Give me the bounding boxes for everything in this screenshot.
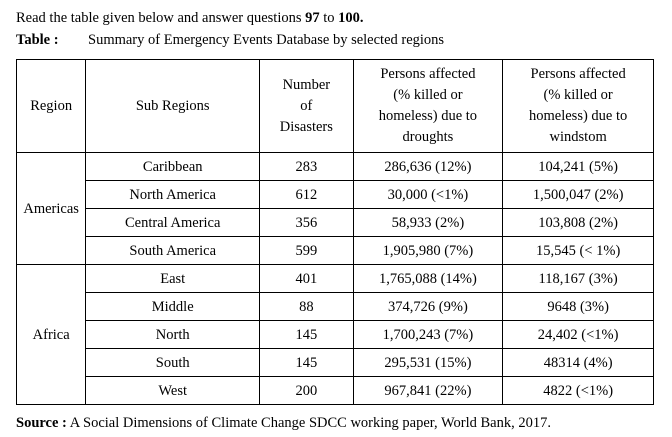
windstorm-cell: 24,402 (<1%)	[502, 320, 654, 349]
intro-to: to	[323, 10, 335, 26]
sub-region-cell: South	[85, 348, 261, 377]
windstorm-cell: 9648 (3%)	[502, 292, 654, 321]
header-number-line-3: Disasters	[279, 118, 333, 135]
source-text: A Social Dimensions of Climate Change SD…	[69, 415, 551, 431]
droughts-cell: 30,000 (<1%)	[352, 180, 504, 209]
source-note: Source : A Social Dimensions of Climate …	[16, 413, 551, 433]
windstorm-cell: 4822 (<1%)	[502, 376, 654, 405]
intro-text: Read the table given below and answer qu…	[16, 8, 364, 28]
sub-region-cell: West	[85, 376, 261, 405]
header-number-line-1: Number	[282, 76, 331, 93]
intro-question-from: 97	[305, 10, 320, 26]
table-row: Americas Caribbean 283 286,636 (12%) 104…	[15, 152, 654, 265]
droughts-cell: 967,841 (22%)	[352, 376, 504, 405]
table-caption: Table : Summary of Emergency Events Datab…	[16, 30, 444, 50]
droughts-cell: 1,905,980 (7%)	[352, 236, 504, 265]
disasters-cell: 145	[259, 320, 354, 349]
header-windstorm-line-2: (% killed or	[543, 87, 613, 103]
header-windstorm-line-1: Persons affected	[530, 66, 626, 82]
windstorm-cell: 1,500,047 (2%)	[502, 180, 654, 209]
header-persons-affected-windstorm: Persons affected (% killed or homeless) …	[502, 59, 654, 153]
disasters-cell: 88	[259, 292, 354, 321]
disasters-cell: 283	[259, 152, 354, 181]
disasters-cell: 401	[259, 264, 354, 293]
droughts-cell: 286,636 (12%)	[352, 152, 504, 181]
windstorm-cell: 48314 (4%)	[502, 348, 654, 377]
sub-region-cell: Middle	[85, 292, 261, 321]
disasters-cell: 356	[259, 208, 354, 237]
droughts-cell: 295,531 (15%)	[352, 348, 504, 377]
disasters-cell: 145	[259, 348, 354, 377]
header-droughts-line-1: Persons affected	[380, 66, 476, 82]
intro-prefix: Read the table given below and answer qu…	[16, 10, 302, 26]
header-number-of-disasters: Number of Disasters	[259, 59, 354, 153]
source-label: Source :	[16, 415, 67, 431]
header-region: Region	[15, 59, 87, 153]
sub-region-cell: South America	[85, 236, 261, 265]
header-windstorm-line-3: homeless) due to	[529, 108, 628, 124]
header-droughts-line-3: homeless) due to	[378, 108, 478, 124]
region-cell-americas: Americas	[15, 152, 87, 265]
region-cell-africa: Africa	[15, 264, 87, 405]
table-caption-label: Table :	[16, 32, 59, 48]
table-row: North America 612 30,000 (<1%) 1,500,047…	[17, 180, 654, 209]
windstorm-cell: 104,241 (5%)	[502, 152, 654, 181]
droughts-cell: 58,933 (2%)	[352, 208, 504, 237]
table-row: Central America 356 58,933 (2%) 103,808 …	[17, 208, 654, 237]
table-row: North 145 1,700,243 (7%) 24,402 (<1%)	[17, 320, 654, 349]
windstorm-cell: 103,808 (2%)	[502, 208, 654, 237]
sub-region-cell: Central America	[85, 208, 261, 237]
windstorm-cell: 118,167 (3%)	[502, 264, 654, 293]
table-row: West 200 967,841 (22%) 4822 (<1%)	[17, 376, 654, 405]
header-number-line-2: of	[300, 97, 313, 114]
windstorm-cell: 15,545 (< 1%)	[502, 236, 654, 265]
sub-region-cell: North America	[85, 180, 261, 209]
header-sub-regions: Sub Regions	[85, 59, 261, 153]
table-row: South America 599 1,905,980 (7%) 15,545 …	[17, 236, 654, 265]
disasters-cell: 599	[259, 236, 354, 265]
sub-region-cell: North	[85, 320, 261, 349]
droughts-cell: 1,765,088 (14%)	[352, 264, 504, 293]
disasters-cell: 200	[259, 376, 354, 405]
header-windstorm-line-4: windstom	[549, 129, 607, 145]
disasters-cell: 612	[259, 180, 354, 209]
header-persons-affected-droughts: Persons affected (% killed or homeless) …	[352, 59, 504, 153]
sub-region-cell: Caribbean	[85, 152, 261, 181]
table-row: South 145 295,531 (15%) 48314 (4%)	[17, 348, 654, 377]
table-header-row: Region Sub Regions Number of Disasters P…	[15, 59, 654, 153]
header-droughts-line-4: droughts	[402, 129, 454, 145]
droughts-cell: 374,726 (9%)	[352, 292, 504, 321]
emergency-events-table: Region Sub Regions Number of Disasters P…	[15, 59, 654, 405]
table-caption-text: Summary of Emergency Events Database by …	[88, 32, 445, 48]
table-row: Middle 88 374,726 (9%) 9648 (3%)	[17, 292, 654, 321]
sub-region-cell: East	[85, 264, 261, 293]
table-row: Africa East 401 1,765,088 (14%) 118,167 …	[15, 264, 654, 405]
header-droughts-line-2: (% killed or	[393, 87, 463, 103]
intro-question-to: 100.	[338, 10, 364, 26]
droughts-cell: 1,700,243 (7%)	[352, 320, 504, 349]
